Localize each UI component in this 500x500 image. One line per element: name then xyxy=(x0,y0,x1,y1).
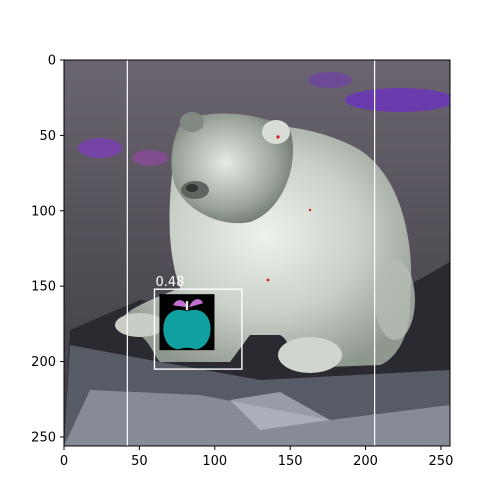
x-tick-label: 0 xyxy=(60,454,68,469)
detection-box xyxy=(153,288,243,370)
y-tick-label: 150 xyxy=(31,280,56,295)
apple-icon xyxy=(159,294,215,351)
axes-frame xyxy=(63,59,451,447)
detections: 0.48 xyxy=(153,275,243,370)
y-tick-label: 100 xyxy=(31,204,56,219)
inverted-bear-photo xyxy=(64,60,450,446)
x-tick-label: 200 xyxy=(353,454,378,469)
guide-lines xyxy=(126,60,376,446)
x-tick-label: 150 xyxy=(278,454,303,469)
y-axis-ticks: 0 50 100 150 200 250 xyxy=(31,54,64,445)
x-tick-label: 100 xyxy=(202,454,227,469)
y-tick-label: 250 xyxy=(31,430,56,445)
y-tick-label: 50 xyxy=(39,129,56,144)
x-axis-ticks: 0 50 100 150 200 250 xyxy=(60,446,454,469)
x-tick-label: 50 xyxy=(131,454,148,469)
detection-label: 0.48 xyxy=(155,275,184,290)
y-tick-label: 0 xyxy=(48,54,56,69)
x-tick-label: 250 xyxy=(429,454,454,469)
y-tick-label: 200 xyxy=(31,355,56,370)
